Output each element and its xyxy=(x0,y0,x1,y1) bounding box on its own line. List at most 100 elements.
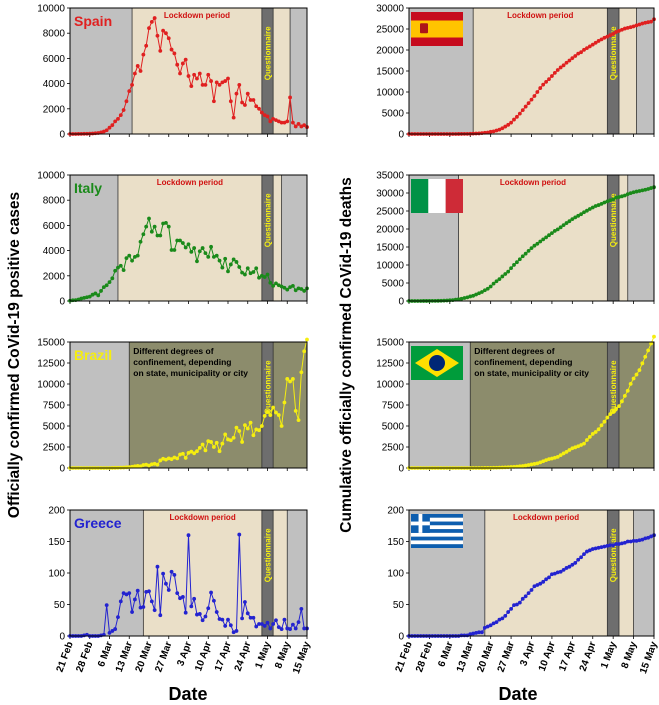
data-point xyxy=(620,194,624,199)
data-point xyxy=(158,458,163,463)
data-point xyxy=(192,596,197,601)
data-point xyxy=(209,244,213,249)
data-point xyxy=(237,82,242,87)
y-tick-label: 6000 xyxy=(43,221,66,232)
data-point xyxy=(494,279,499,284)
italy-cases-panel: Lockdown period Questionnaire 0 2000 4000 600… xyxy=(37,171,309,308)
questionnaire-label: Questionnaire xyxy=(609,193,618,247)
x-tick-label: 8 May xyxy=(273,640,293,670)
data-point xyxy=(634,189,639,194)
data-point xyxy=(265,409,270,414)
data-point xyxy=(552,571,557,576)
data-point xyxy=(228,99,233,104)
data-point xyxy=(290,120,295,125)
data-point xyxy=(259,622,264,626)
data-point xyxy=(164,220,168,225)
data-point xyxy=(282,400,287,405)
data-point xyxy=(220,265,225,270)
data-point xyxy=(538,581,543,586)
italy-deaths-panel: Lockdown period Questionnaire 0 5000 10000 15… xyxy=(376,171,656,308)
data-point xyxy=(228,438,233,443)
data-point xyxy=(552,229,557,233)
plot-frame xyxy=(408,174,655,302)
data-point xyxy=(217,449,222,454)
y-tick-label: 0 xyxy=(59,130,65,141)
data-point xyxy=(547,233,551,238)
data-point xyxy=(585,549,589,554)
data-point xyxy=(113,268,118,273)
data-point xyxy=(152,224,157,229)
data-point xyxy=(532,462,537,466)
plot-frame xyxy=(69,174,308,302)
data-point xyxy=(570,562,575,567)
data-point xyxy=(564,449,569,454)
data-point xyxy=(217,258,222,263)
data-point xyxy=(104,128,109,133)
italy-flag-green xyxy=(411,179,429,213)
data-point xyxy=(567,219,572,224)
data-point xyxy=(637,189,642,193)
data-point xyxy=(243,103,247,107)
x-tick-label: 27 Mar xyxy=(496,640,517,674)
right-xlabel: Date xyxy=(498,684,537,704)
data-point xyxy=(491,281,496,286)
confinement-label-line: on state, municipality or city xyxy=(474,368,589,378)
data-point xyxy=(268,413,273,417)
x-tick-label: 6 Mar xyxy=(436,640,455,668)
data-point xyxy=(640,361,645,366)
data-point xyxy=(262,624,267,628)
data-point xyxy=(582,552,586,556)
y-tick-label: 7500 xyxy=(382,401,405,412)
data-point xyxy=(107,125,112,130)
data-point xyxy=(99,289,103,293)
data-point xyxy=(214,253,219,258)
data-point xyxy=(254,624,259,629)
data-point xyxy=(279,120,284,125)
data-point xyxy=(192,72,197,77)
data-point xyxy=(555,454,560,459)
data-point xyxy=(643,187,648,192)
data-point xyxy=(634,538,639,543)
data-point xyxy=(477,291,481,296)
y-tick-label: 0 xyxy=(398,464,404,475)
data-point xyxy=(637,538,642,543)
data-point xyxy=(491,621,496,626)
data-point xyxy=(178,71,182,76)
data-point xyxy=(135,253,140,258)
data-point xyxy=(166,36,171,41)
data-point xyxy=(203,614,208,619)
data-point xyxy=(558,569,563,574)
data-point xyxy=(223,79,228,83)
x-tick-label: 1 May xyxy=(599,640,619,670)
y-tick-label: 20000 xyxy=(376,46,404,57)
data-point xyxy=(166,588,171,592)
data-point xyxy=(468,294,473,299)
data-point xyxy=(573,54,578,58)
data-point xyxy=(611,32,616,36)
data-point xyxy=(299,287,304,291)
data-point xyxy=(471,293,476,298)
x-tick-label: 6 Mar xyxy=(96,640,115,668)
data-point xyxy=(265,620,270,625)
data-point xyxy=(189,84,194,89)
data-point xyxy=(617,29,621,33)
y-tick-label: 15000 xyxy=(37,338,65,349)
y-tick-label: 2500 xyxy=(43,443,66,454)
data-point xyxy=(169,248,174,252)
data-point xyxy=(113,119,118,124)
data-point xyxy=(611,543,616,548)
y-tick-label: 10000 xyxy=(376,380,404,391)
data-point xyxy=(189,604,194,609)
data-point xyxy=(614,406,618,411)
data-point xyxy=(288,95,292,100)
data-point xyxy=(617,404,621,409)
data-point xyxy=(494,620,499,625)
data-point xyxy=(180,451,185,456)
data-point xyxy=(585,438,589,442)
data-point xyxy=(599,37,604,42)
data-point xyxy=(544,79,548,84)
data-point xyxy=(631,190,636,195)
data-point xyxy=(240,270,245,275)
data-point xyxy=(254,104,259,109)
y-tick-label: 4000 xyxy=(43,246,66,257)
